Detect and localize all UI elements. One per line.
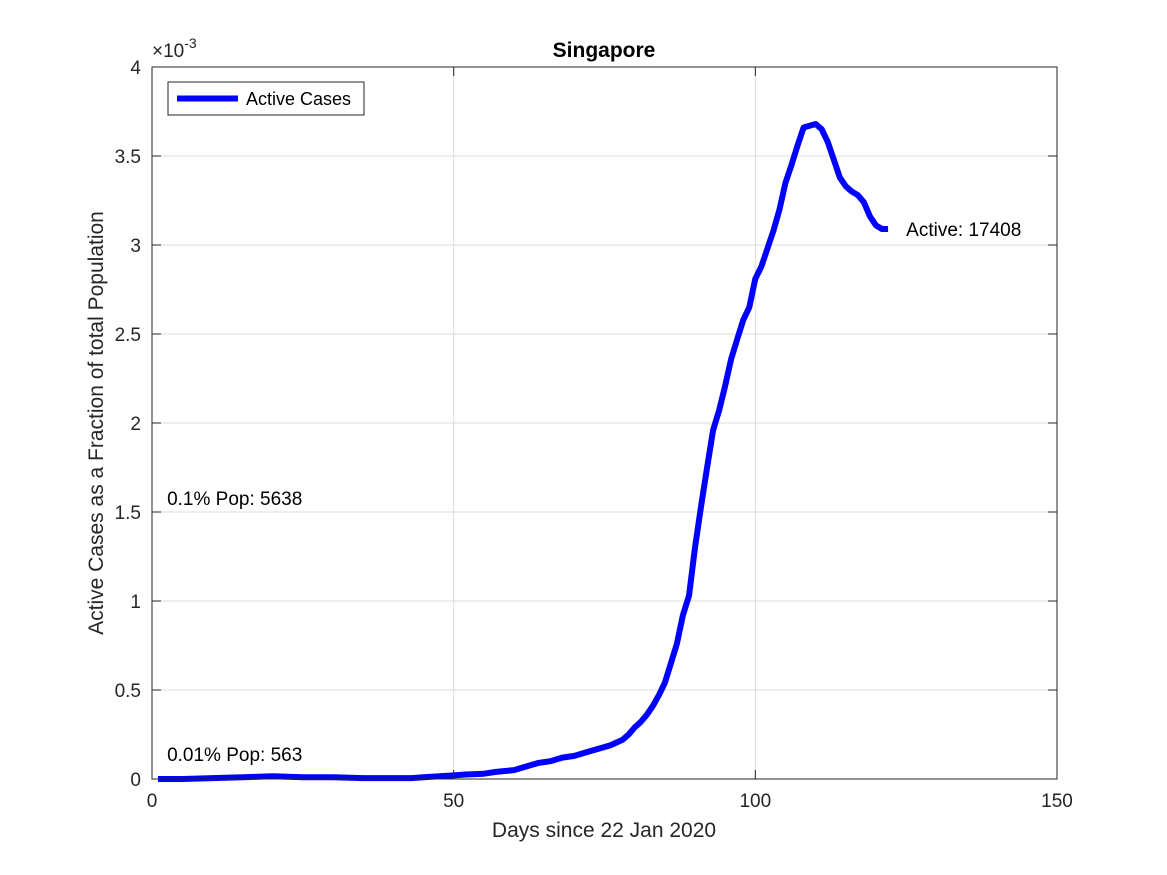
chart-title: Singapore [553, 39, 656, 62]
y-tick-label: 1.5 [115, 503, 141, 524]
annotation-0.01-pct-pop: 0.01% Pop: 563 [167, 745, 302, 766]
y-exponent-power: -3 [184, 35, 197, 51]
y-tick-label: 0.5 [115, 681, 141, 702]
legend: Active Cases [167, 81, 365, 116]
ticks [151, 66, 1058, 780]
legend-label-active-cases: Active Cases [246, 89, 351, 109]
y-tick-label: 2.5 [115, 325, 141, 346]
y-exponent-label: ×10-3 [152, 35, 197, 62]
y-tick-label: 3.5 [115, 147, 141, 168]
y-tick-label: 4 [130, 58, 141, 79]
series-layer [158, 121, 889, 782]
y-tick-label: 3 [130, 236, 141, 257]
x-axis-label: Days since 22 Jan 2020 [492, 819, 716, 842]
x-tick-label: 150 [1041, 791, 1073, 812]
x-tick-label: 100 [739, 791, 771, 812]
x-tick-label: 50 [443, 791, 464, 812]
y-tick-label: 1 [130, 592, 141, 613]
annotations: Active: 17408 0.1% Pop: 5638 0.01% Pop: 56… [167, 220, 1021, 766]
x-tick-label: 0 [147, 791, 158, 812]
tick-labels: 0 50 100 150 0 0.5 1 1.5 2 2.5 3 3.5 4 [115, 58, 1073, 812]
y-tick-label: 2 [130, 414, 141, 435]
annotation-active-count: Active: 17408 [906, 220, 1021, 241]
y-tick-label: 0 [130, 770, 141, 791]
series-line-active-cases [158, 121, 889, 782]
y-exponent-base: ×10 [152, 41, 184, 62]
annotation-0.1-pct-pop: 0.1% Pop: 5638 [167, 489, 302, 510]
grid [152, 67, 1057, 779]
y-axis-label: Active Cases as a Fraction of total Popu… [85, 211, 108, 635]
